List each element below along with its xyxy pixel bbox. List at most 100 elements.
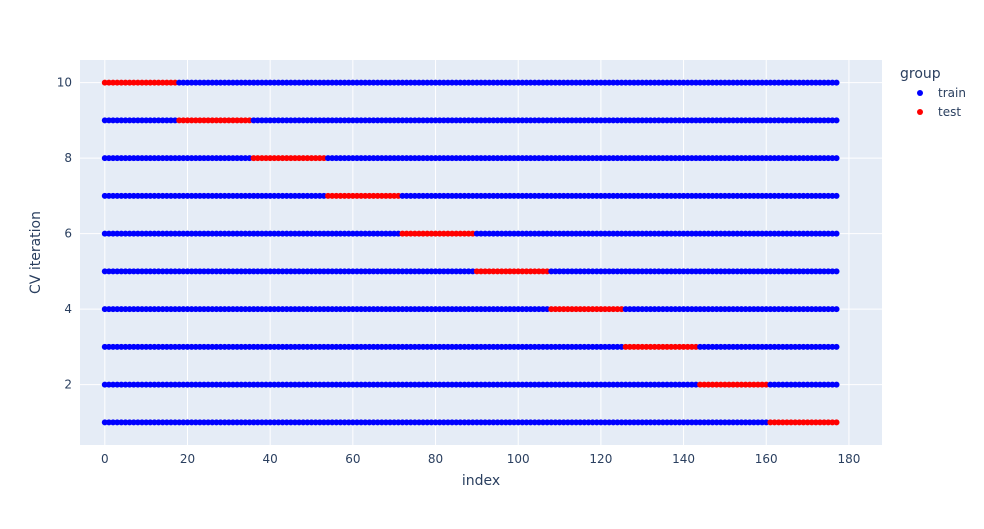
train-point: [717, 419, 724, 426]
test-point: [134, 79, 141, 86]
train-point: [713, 155, 720, 162]
test-point: [494, 268, 501, 275]
test-point: [742, 381, 749, 388]
train-point: [461, 117, 468, 124]
train-point: [812, 230, 819, 237]
train-point: [399, 419, 406, 426]
cv-iteration-row: [101, 381, 840, 388]
y-tick-label: 4: [64, 302, 72, 316]
train-point: [635, 230, 642, 237]
train-point: [721, 306, 728, 313]
train-point: [792, 117, 799, 124]
train-point: [287, 268, 294, 275]
train-point: [759, 343, 766, 350]
train-point: [312, 192, 319, 199]
train-point: [527, 117, 534, 124]
train-point: [415, 268, 422, 275]
train-point: [531, 117, 538, 124]
train-point: [362, 343, 369, 350]
train-point: [345, 155, 352, 162]
train-point: [424, 306, 431, 313]
train-point: [275, 343, 282, 350]
test-point: [349, 192, 356, 199]
train-point: [535, 117, 542, 124]
train-point: [457, 268, 464, 275]
test-point: [738, 381, 745, 388]
train-point: [279, 268, 286, 275]
train-point: [444, 343, 451, 350]
train-point: [358, 419, 365, 426]
train-point: [502, 306, 509, 313]
train-point: [519, 381, 526, 388]
train-point: [697, 230, 704, 237]
train-point: [263, 192, 270, 199]
test-point: [519, 268, 526, 275]
train-point: [283, 117, 290, 124]
train-point: [172, 192, 179, 199]
train-point: [184, 79, 191, 86]
train-point: [201, 343, 208, 350]
train-point: [643, 230, 650, 237]
train-point: [143, 381, 150, 388]
train-point: [139, 419, 146, 426]
train-point: [461, 343, 468, 350]
train-point: [163, 306, 170, 313]
train-point: [250, 381, 257, 388]
train-point: [263, 381, 270, 388]
train-point: [622, 117, 629, 124]
train-point: [792, 343, 799, 350]
train-point: [457, 155, 464, 162]
train-point: [126, 343, 133, 350]
legend-items[interactable]: train test: [917, 86, 966, 119]
train-point: [312, 268, 319, 275]
train-point: [180, 343, 187, 350]
train-point: [705, 117, 712, 124]
train-point: [808, 268, 815, 275]
train-point: [176, 381, 183, 388]
train-point: [630, 192, 637, 199]
train-point: [291, 192, 298, 199]
train-point: [833, 155, 840, 162]
train-point: [110, 306, 117, 313]
train-point: [287, 381, 294, 388]
train-point: [229, 79, 236, 86]
train-point: [494, 192, 501, 199]
train-point: [804, 230, 811, 237]
train-point: [672, 268, 679, 275]
train-point: [709, 343, 716, 350]
train-point: [382, 268, 389, 275]
train-point: [593, 381, 600, 388]
train-point: [118, 306, 125, 313]
train-point: [833, 306, 840, 313]
legend-item-test[interactable]: test: [917, 105, 961, 119]
train-point: [593, 268, 600, 275]
train-point: [668, 419, 675, 426]
train-point: [424, 268, 431, 275]
train-point: [134, 381, 141, 388]
train-point: [469, 343, 476, 350]
test-point: [366, 192, 373, 199]
train-point: [618, 419, 625, 426]
train-point: [151, 419, 158, 426]
train-point: [738, 117, 745, 124]
legend-item-train[interactable]: train: [917, 86, 966, 100]
train-point: [238, 192, 245, 199]
test-point: [196, 117, 203, 124]
train-point: [246, 381, 253, 388]
train-point: [606, 419, 613, 426]
train-point: [750, 79, 757, 86]
train-point: [647, 268, 654, 275]
train-point: [734, 192, 741, 199]
train-point: [742, 306, 749, 313]
train-point: [531, 79, 538, 86]
train-point: [130, 381, 137, 388]
train-point: [353, 343, 360, 350]
train-point: [358, 230, 365, 237]
train-point: [325, 155, 332, 162]
train-point: [573, 343, 580, 350]
train-point: [568, 155, 575, 162]
test-point: [821, 419, 828, 426]
train-point: [362, 419, 369, 426]
test-point: [610, 306, 617, 313]
